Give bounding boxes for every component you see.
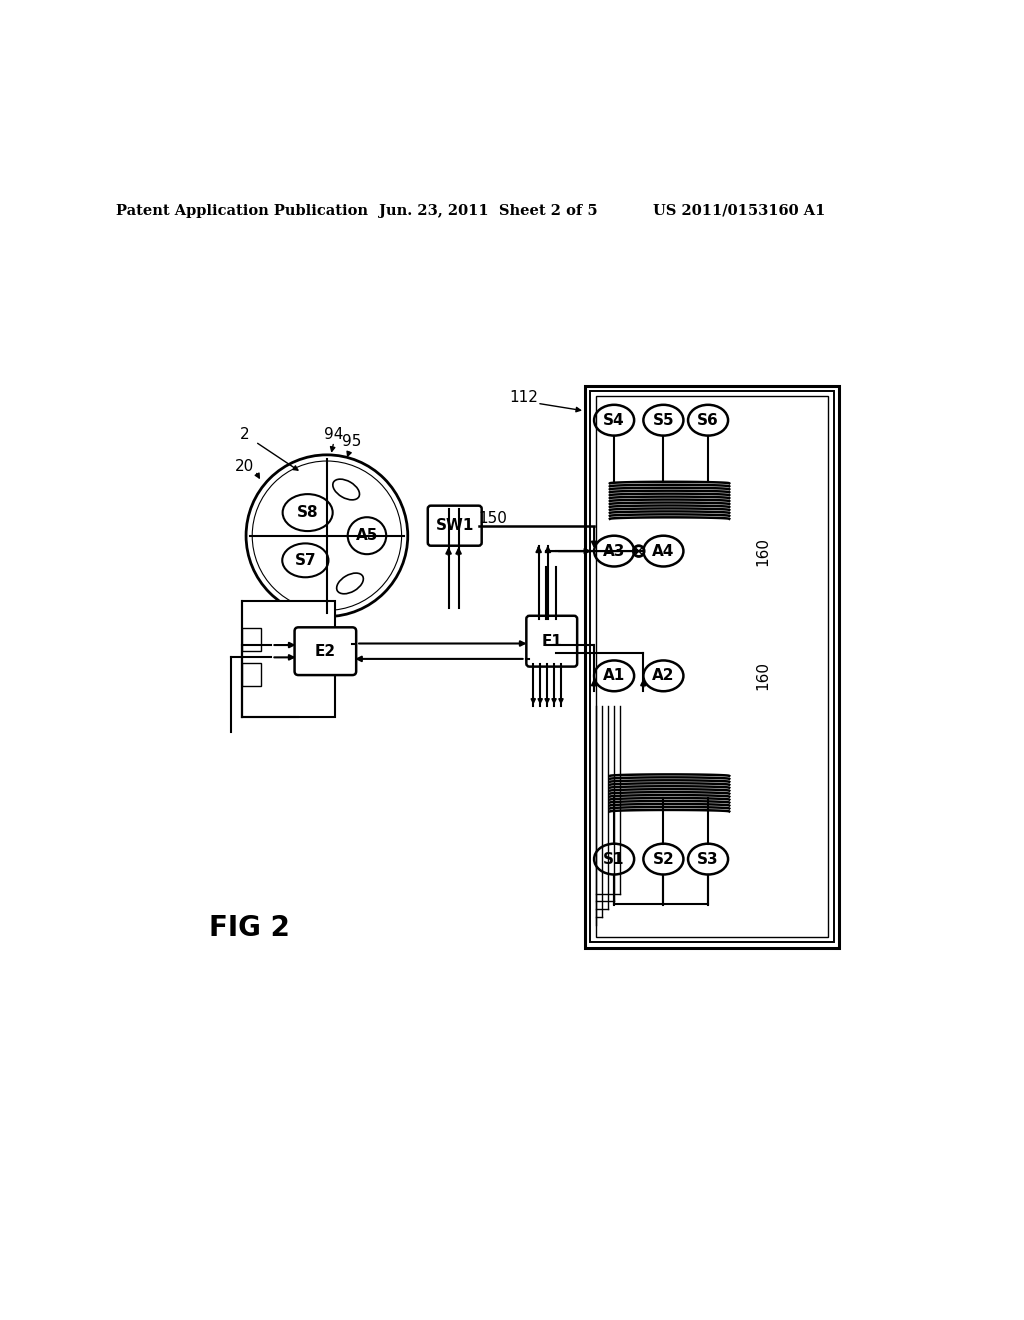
FancyBboxPatch shape <box>526 615 578 667</box>
Text: A5: A5 <box>355 528 378 544</box>
Text: 94: 94 <box>325 426 343 442</box>
Text: 20: 20 <box>234 459 254 474</box>
Text: FIG 2: FIG 2 <box>210 915 291 942</box>
Text: A1: A1 <box>603 668 626 684</box>
Circle shape <box>634 545 644 557</box>
Text: 95: 95 <box>342 434 361 449</box>
Text: S2: S2 <box>652 851 674 867</box>
Text: Jun. 23, 2011  Sheet 2 of 5: Jun. 23, 2011 Sheet 2 of 5 <box>379 203 598 218</box>
Bar <box>243 663 261 686</box>
Text: 160: 160 <box>756 537 771 565</box>
Bar <box>590 391 834 942</box>
Text: 150: 150 <box>478 511 507 527</box>
Text: SW1: SW1 <box>435 519 474 533</box>
Text: Patent Application Publication: Patent Application Publication <box>116 203 369 218</box>
Text: S3: S3 <box>697 851 719 867</box>
Text: 112: 112 <box>509 389 538 405</box>
Text: US 2011/0153160 A1: US 2011/0153160 A1 <box>652 203 825 218</box>
Bar <box>243 628 261 651</box>
Text: S7: S7 <box>295 553 316 568</box>
Text: A3: A3 <box>603 544 626 558</box>
Text: S4: S4 <box>603 413 625 428</box>
Bar <box>596 396 828 937</box>
Text: 2: 2 <box>240 426 249 442</box>
Text: E1: E1 <box>542 634 562 648</box>
Bar <box>243 601 335 717</box>
Text: E2: E2 <box>314 644 336 659</box>
Text: S5: S5 <box>652 413 674 428</box>
Text: S8: S8 <box>297 506 318 520</box>
Bar <box>585 385 839 948</box>
Text: A2: A2 <box>652 668 675 684</box>
Text: S6: S6 <box>697 413 719 428</box>
FancyBboxPatch shape <box>295 627 356 675</box>
Text: A4: A4 <box>652 544 675 558</box>
Text: S1: S1 <box>603 851 625 867</box>
FancyBboxPatch shape <box>428 506 481 545</box>
Text: 160: 160 <box>756 661 771 690</box>
